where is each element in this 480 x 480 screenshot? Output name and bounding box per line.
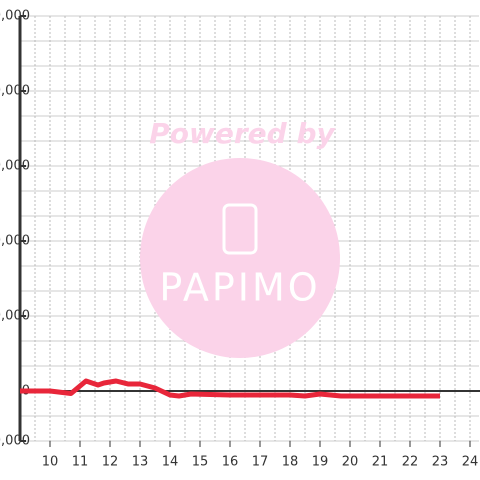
watermark-text: Powered by bbox=[149, 117, 336, 150]
watermark-logo: PAPIMO bbox=[159, 266, 320, 310]
line bbox=[20, 378, 440, 399]
x-tick-label: 13 bbox=[132, 455, 149, 470]
x-tick-label: 21 bbox=[372, 455, 389, 470]
x-tick-label: 12 bbox=[102, 455, 119, 470]
y-tick-label: -20,000 bbox=[0, 434, 30, 449]
y-tick-label: 30,000 bbox=[0, 309, 30, 324]
watermark-icon bbox=[222, 203, 258, 255]
y-tick-label: 120,000 bbox=[0, 84, 30, 99]
x-tick-label: 10 bbox=[42, 455, 59, 470]
y-tick-label: 150,000 bbox=[0, 9, 30, 24]
y-tick-label: 60,000 bbox=[0, 234, 30, 249]
watermark-circle bbox=[140, 158, 340, 358]
x-tick-label: 20 bbox=[342, 455, 359, 470]
x-tick-label: 24 bbox=[462, 455, 479, 470]
x-tick-label: 17 bbox=[252, 455, 269, 470]
x-tick-label: 16 bbox=[222, 455, 239, 470]
x-tick-label: 15 bbox=[192, 455, 209, 470]
x-tick-label: 11 bbox=[72, 455, 89, 470]
x-tick-label: 22 bbox=[402, 455, 419, 470]
x-tick-label: 14 bbox=[162, 455, 179, 470]
y-tick-label: 90,000 bbox=[0, 159, 30, 174]
x-tick-label: 23 bbox=[432, 455, 449, 470]
x-tick-label: 18 bbox=[282, 455, 299, 470]
x-tick-label: 19 bbox=[312, 455, 329, 470]
